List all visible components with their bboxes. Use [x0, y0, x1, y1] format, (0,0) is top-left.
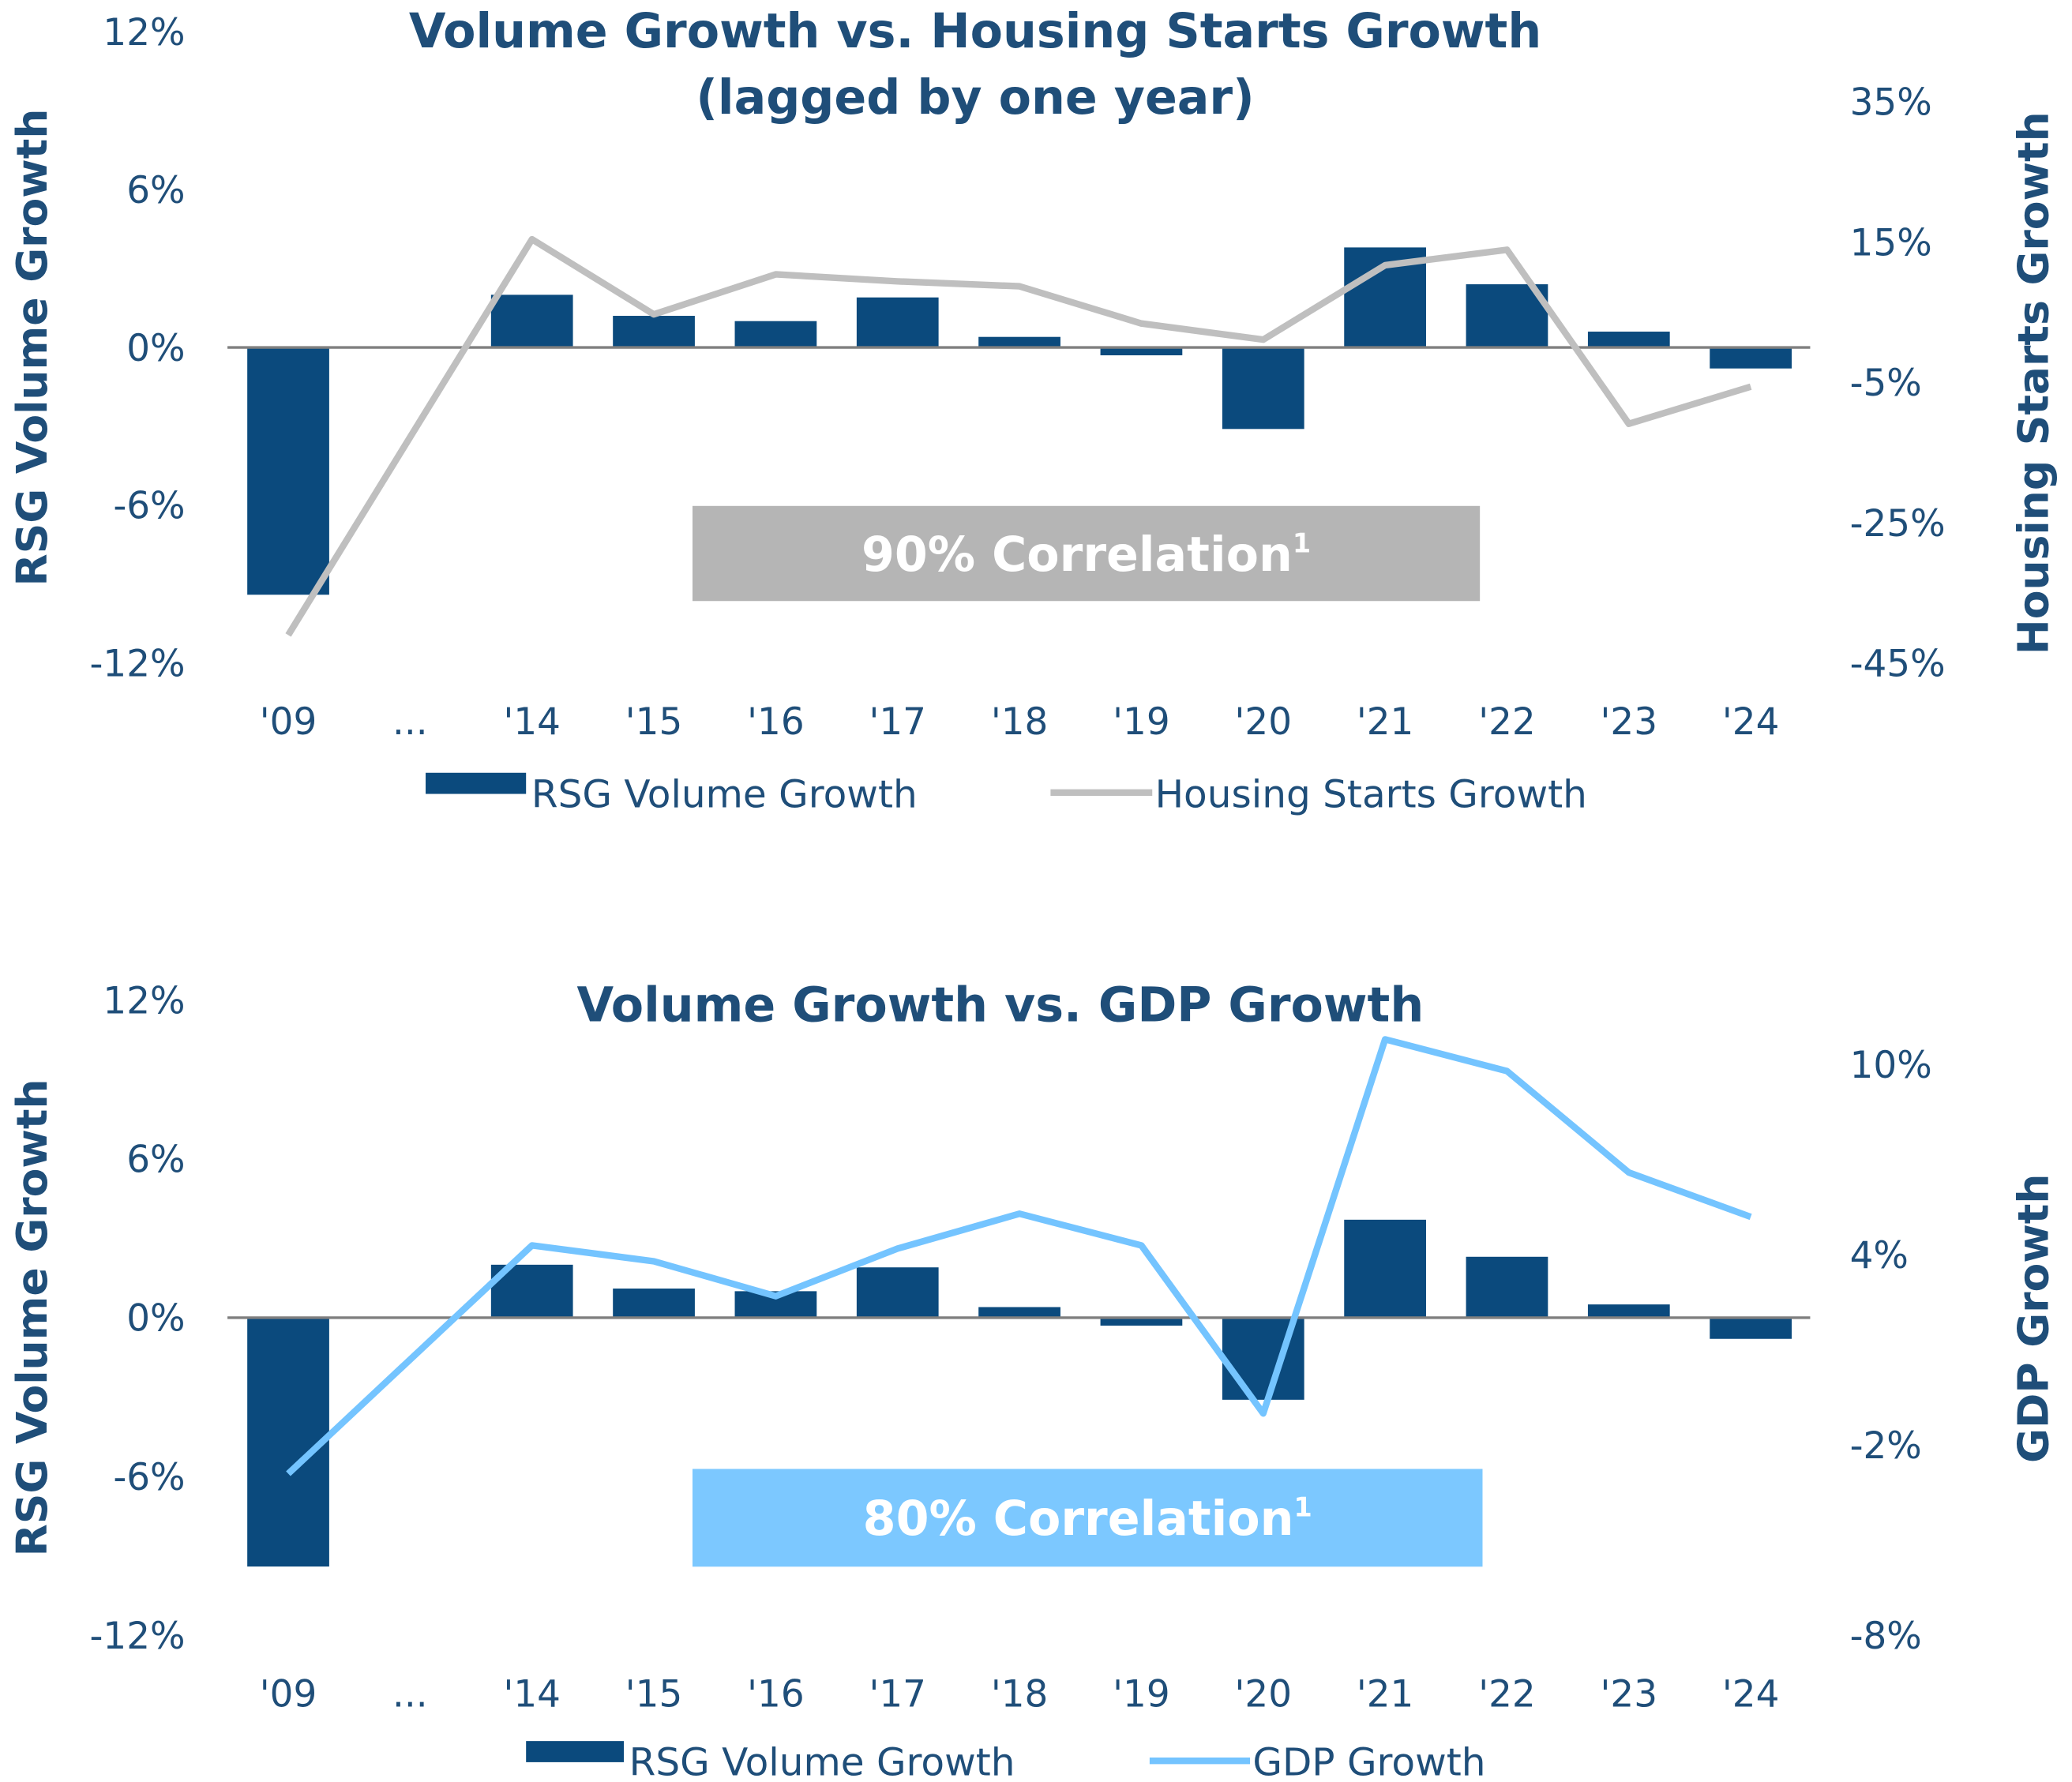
- bar-19: [1100, 1317, 1183, 1326]
- legend-label-bars: RSG Volume Growth: [629, 1741, 1015, 1782]
- category-tick-label: '14: [503, 1674, 560, 1716]
- correlation-footnote-marker: 1: [1294, 1492, 1312, 1523]
- left-axis-tick-label: 12%: [103, 12, 185, 54]
- left-axis-title: RSG Volume Growth: [7, 1079, 57, 1556]
- left-axis-title: RSG Volume Growth: [7, 109, 57, 587]
- category-tick-label: '17: [869, 1674, 926, 1716]
- legend-bar-swatch: [426, 772, 527, 794]
- legend-label-bars: RSG Volume Growth: [531, 772, 918, 816]
- right-axis-tick-label: -45%: [1850, 643, 1946, 686]
- category-tick-label: ...: [392, 701, 428, 744]
- category-tick-label: '14: [503, 701, 560, 744]
- category-tick-label: '22: [1478, 701, 1535, 744]
- chart-subtitle: (lagged by one year): [696, 70, 1254, 126]
- right-axis-tick-label: 10%: [1850, 1045, 1932, 1087]
- category-tick-label: '17: [869, 701, 926, 744]
- right-axis-tick-label: -8%: [1850, 1615, 1922, 1658]
- bar-24: [1710, 347, 1792, 369]
- bar-21: [1344, 1219, 1426, 1318]
- chart-title: Volume Growth vs. GDP Growth: [576, 977, 1424, 1033]
- right-axis-tick-label: 35%: [1850, 82, 1932, 125]
- category-tick-label: '16: [747, 1674, 804, 1716]
- category-tick-label: '15: [625, 701, 682, 744]
- chart-title: Volume Growth vs. Housing Starts Growth: [409, 4, 1541, 59]
- chart-1: Volume Growth vs. Housing Starts Growth (…: [7, 4, 2059, 816]
- category-tick-label: '16: [747, 701, 804, 744]
- right-axis-tick-label: 15%: [1850, 222, 1932, 264]
- right-axis-tick-label: -5%: [1850, 362, 1922, 405]
- bar-18: [978, 1307, 1060, 1318]
- bar-15: [613, 1289, 695, 1318]
- correlation-text: 80% Correlation: [863, 1491, 1294, 1547]
- category-tick-label: '20: [1235, 1674, 1292, 1716]
- bar-23: [1587, 332, 1670, 348]
- left-axis-tick-label: 6%: [126, 170, 185, 212]
- left-axis-tick-label: -6%: [113, 1457, 185, 1499]
- legend-label-line: GDP Growth: [1252, 1741, 1485, 1782]
- left-axis-tick-label: 0%: [126, 1298, 185, 1341]
- legend-label-line: Housing Starts Growth: [1155, 772, 1587, 816]
- bar-09: [247, 347, 329, 595]
- category-tick-label: '24: [1722, 1674, 1779, 1716]
- bar-24: [1710, 1317, 1792, 1339]
- category-tick-label: '23: [1601, 701, 1657, 744]
- bar-09: [247, 1317, 329, 1567]
- category-tick-label: '19: [1113, 701, 1169, 744]
- category-tick-label: '15: [625, 1674, 682, 1716]
- left-axis-tick-label: 6%: [126, 1139, 185, 1181]
- correlation-label: 80% Correlation1: [863, 1491, 1312, 1547]
- category-tick-label: '18: [991, 701, 1048, 744]
- left-axis-tick-label: -6%: [113, 486, 185, 528]
- bar-22: [1466, 284, 1548, 348]
- correlation-box: [692, 505, 1481, 602]
- correlation-label: 90% Correlation1: [861, 527, 1311, 583]
- right-axis-title: Housing Starts Growth: [2009, 111, 2059, 655]
- left-axis-tick-label: -12%: [90, 643, 186, 686]
- line-series-housing-starts: [285, 235, 1752, 637]
- bar-16: [734, 321, 817, 348]
- bar-15: [613, 316, 695, 348]
- bar-20: [1222, 347, 1304, 430]
- bar-17: [856, 1267, 939, 1318]
- correlation-box: [692, 1469, 1483, 1567]
- category-tick-label: '19: [1113, 1674, 1169, 1716]
- right-axis-tick-label: 4%: [1850, 1235, 1909, 1277]
- category-tick-label: ...: [392, 1674, 428, 1716]
- left-axis-tick-label: 12%: [103, 980, 185, 1022]
- category-tick-label: '21: [1357, 701, 1413, 744]
- category-tick-label: '21: [1357, 1674, 1413, 1716]
- right-axis-tick-label: -25%: [1850, 503, 1946, 546]
- correlation-text: 90% Correlation: [861, 527, 1293, 583]
- right-axis-title: GDP Growth: [2009, 1174, 2059, 1463]
- bar-18: [978, 336, 1060, 348]
- bar-14: [490, 294, 573, 348]
- category-tick-label: '20: [1235, 701, 1292, 744]
- legend-bar-swatch: [526, 1741, 624, 1762]
- bar-19: [1100, 347, 1183, 356]
- chart-2: Volume Growth vs. GDP Growth 12% 6% 0% -6% -1…: [7, 977, 2059, 1782]
- category-tick-label: '24: [1722, 701, 1779, 744]
- left-axis-tick-label: 0%: [126, 328, 185, 370]
- left-axis-tick-label: -12%: [90, 1615, 186, 1658]
- correlation-footnote-marker: 1: [1293, 527, 1311, 558]
- category-tick-label: '22: [1478, 1674, 1535, 1716]
- bar-23: [1587, 1304, 1670, 1318]
- category-tick-label: '23: [1601, 1674, 1657, 1716]
- right-axis-tick-label: -2%: [1850, 1425, 1922, 1468]
- category-tick-label: '09: [260, 701, 317, 744]
- bar-17: [856, 297, 939, 348]
- category-tick-label: '18: [991, 1674, 1048, 1716]
- line-series-gdp: [286, 1036, 1752, 1476]
- bar-22: [1466, 1256, 1548, 1318]
- category-tick-label: '09: [260, 1674, 317, 1716]
